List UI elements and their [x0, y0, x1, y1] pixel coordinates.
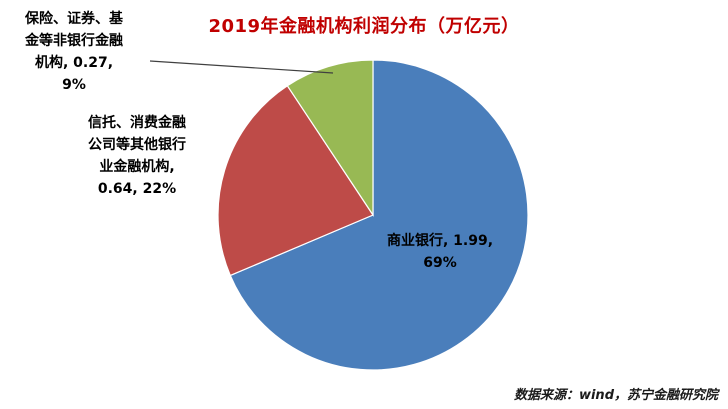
label-commercial-banks: 商业银行, 1.99, 69%: [386, 233, 494, 272]
pie-slice-2: [286, 59, 374, 217]
label-other-banking-institutions: 信托、消费金融公司等其他银行业金融机构, 0.64, 22%: [88, 115, 186, 198]
pie-slice-1: [217, 84, 374, 277]
pie-slice-0: [229, 59, 529, 371]
chart-title: 2019年金融机构利润分布（万亿元）: [208, 16, 520, 37]
data-source-note: 数据来源：wind，苏宁金融研究院: [513, 388, 718, 403]
label-nonbank-institutions: 保险、证券、基金等非银行金融机构, 0.27, 9%: [25, 11, 123, 94]
leader-line-nonbank: [149, 60, 334, 74]
